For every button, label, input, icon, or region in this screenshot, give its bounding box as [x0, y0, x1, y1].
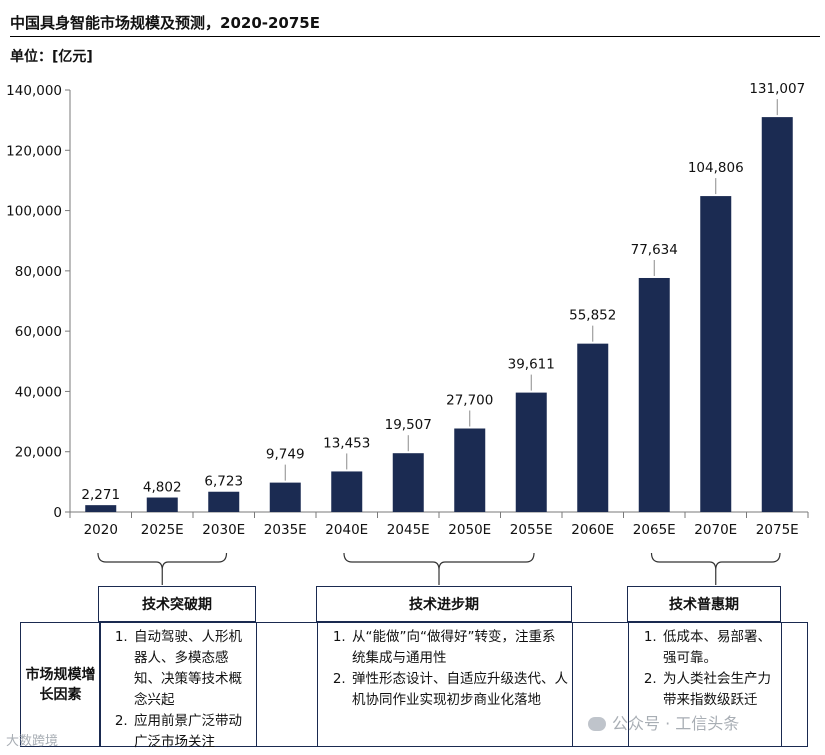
y-tick-label: 40,000 [15, 384, 62, 400]
x-tick-label: 2035E [264, 522, 307, 538]
wechat-icon [588, 717, 606, 731]
bar [454, 428, 486, 512]
data-label: 9,749 [266, 447, 305, 463]
bar [761, 117, 793, 512]
factor-item: 自动驾驶、人形机器人、多模态感知、决策等技术概念兴起 [132, 627, 252, 711]
factor-cell-breakthrough: 自动驾驶、人形机器人、多模态感知、决策等技术概念兴起 应用前景广泛带动广泛市场关… [99, 623, 257, 750]
phase-bracket [343, 552, 535, 571]
phase-box-inclusive: 技术普惠期 [627, 586, 781, 622]
factors-row-label: 市场规模增长因素 [21, 623, 101, 746]
x-tick-label: 2020 [84, 522, 118, 538]
title-divider [10, 36, 820, 37]
y-tick-label: 80,000 [15, 264, 62, 280]
y-tick-label: 100,000 [6, 204, 62, 220]
factor-item: 弹性形态设计、自适应升级迭代、人机协同作业实现初步商业化落地 [350, 669, 568, 711]
data-label: 13,453 [323, 435, 370, 451]
x-tick-label: 2065E [633, 522, 676, 538]
y-tick-label: 60,000 [15, 324, 62, 340]
x-tick-label: 2050E [448, 522, 491, 538]
bar [392, 453, 424, 512]
phase-bracket [97, 552, 228, 571]
x-tick-label: 2040E [325, 522, 368, 538]
data-label: 77,634 [631, 242, 678, 258]
x-tick-label: 2070E [694, 522, 737, 538]
x-tick-label: 2075E [756, 522, 799, 538]
data-label: 104,806 [688, 160, 744, 176]
x-tick-label: 2030E [202, 522, 245, 538]
bar-chart: 0 20,000 40,000 60,000 80,000 100,000 120,000 1… [6, 81, 809, 585]
y-tick-label: 20,000 [15, 445, 62, 461]
bar [146, 497, 178, 512]
x-tick-label: 2045E [387, 522, 430, 538]
bar [85, 505, 117, 512]
phase-bracket [650, 552, 781, 571]
growth-factors-table: 市场规模增长因素 自动驾驶、人形机器人、多模态感知、决策等技术概念兴起 应用前景… [20, 622, 808, 750]
data-label: 2,271 [81, 487, 120, 503]
bar [700, 196, 732, 512]
watermark-left: 大数跨境 [6, 734, 59, 749]
x-tick-label: 2055E [510, 522, 553, 538]
data-label: 131,007 [749, 81, 805, 97]
factor-item: 为人类社会生产力带来指数级跃迁 [661, 669, 777, 711]
bar [577, 343, 609, 512]
phase-box-progress: 技术进步期 [316, 586, 572, 622]
watermark-right: 公众号 · 工信头条 [588, 710, 739, 734]
phase-label: 技术进步期 [409, 597, 479, 613]
bar [208, 491, 240, 512]
data-label: 6,723 [204, 474, 243, 490]
chart-title: 中国具身智能市场规模及预测，2020-2075E [10, 14, 320, 32]
phase-box-breakthrough: 技术突破期 [98, 586, 256, 622]
data-label: 27,700 [446, 393, 493, 409]
bar [638, 277, 670, 512]
bar [331, 471, 363, 512]
factor-cell-inclusive: 低成本、易部署、强可靠。 为人类社会生产力带来指数级跃迁 [628, 623, 782, 746]
y-tick-label: 0 [53, 505, 62, 521]
data-label: 39,611 [508, 357, 555, 373]
factor-item: 应用前景广泛带动广泛市场关注 [132, 711, 252, 753]
data-label: 4,802 [143, 480, 182, 496]
y-tick-label: 120,000 [6, 143, 62, 159]
x-tick-label: 2060E [571, 522, 614, 538]
bar [515, 392, 547, 512]
phase-label: 技术普惠期 [669, 597, 739, 613]
factor-item: 低成本、易部署、强可靠。 [661, 627, 777, 669]
unit-label: 单位：[亿元] [10, 49, 93, 65]
phase-label: 技术突破期 [142, 597, 212, 613]
x-tick-label: 2025E [141, 522, 184, 538]
factor-item: 从“能做”向“做得好”转变，注重系统集成与通用性 [350, 627, 568, 669]
data-label: 19,507 [385, 417, 432, 433]
y-tick-label: 140,000 [6, 83, 62, 99]
bar [269, 482, 301, 512]
data-label: 55,852 [569, 308, 616, 324]
factor-cell-progress: 从“能做”向“做得好”转变，注重系统集成与通用性 弹性形态设计、自适应升级迭代、… [317, 623, 573, 746]
